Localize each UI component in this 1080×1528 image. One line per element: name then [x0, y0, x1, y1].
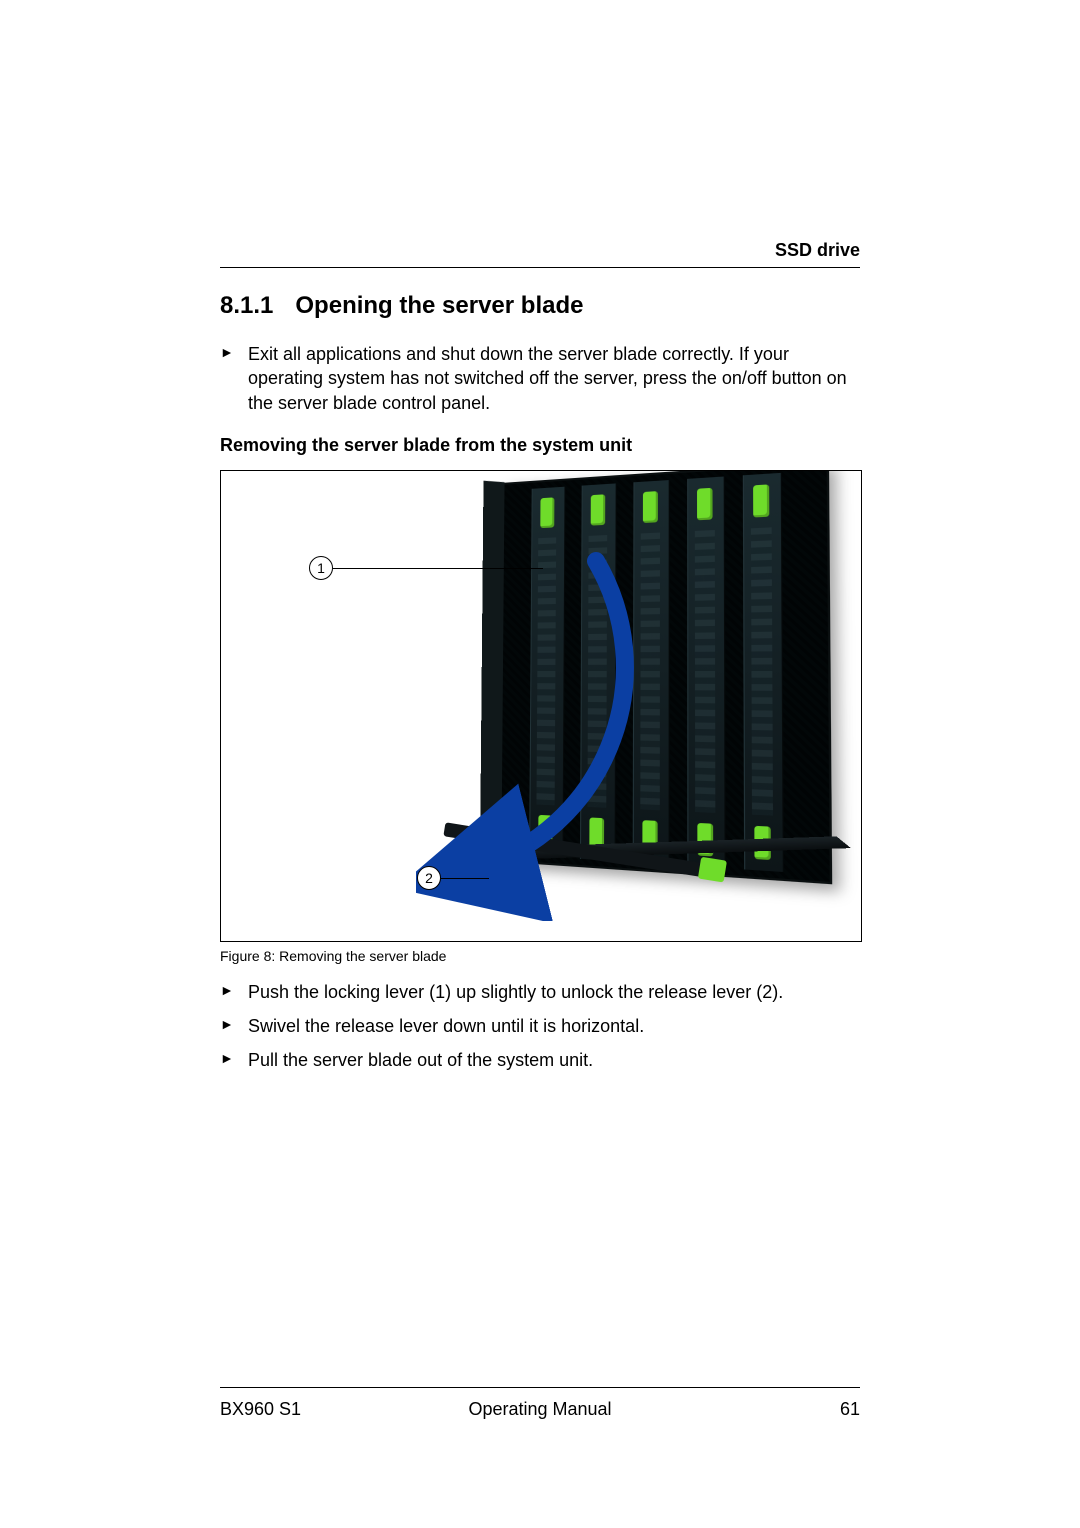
lever-latch	[698, 857, 727, 883]
subheading: Removing the server blade from the syste…	[220, 435, 860, 456]
footer-rule	[220, 1387, 860, 1388]
intro-steps: Exit all applications and shut down the …	[220, 342, 860, 415]
section-title: Opening the server blade	[295, 292, 583, 319]
callout-2: 2	[417, 866, 441, 890]
header-rule	[220, 267, 860, 268]
blade-slot	[743, 473, 784, 872]
callout-2-leader	[441, 878, 489, 880]
callout-1-leader	[333, 568, 543, 570]
blade-slot	[633, 480, 670, 865]
chassis-illustration	[499, 470, 832, 884]
blade-slot	[580, 483, 617, 861]
running-head: SSD drive	[220, 240, 860, 261]
page: SSD drive 8.1.1Opening the server blade …	[0, 0, 1080, 1528]
page-footer: BX960 S1 Operating Manual 61	[220, 1399, 860, 1420]
step-item: Pull the server blade out of the system …	[220, 1048, 860, 1072]
blade-slot	[687, 476, 726, 868]
step-item: Push the locking lever (1) up slightly t…	[220, 980, 860, 1004]
footer-center: Operating Manual	[220, 1399, 860, 1420]
section-heading: 8.1.1 Opening the server blade	[220, 292, 860, 320]
section-number: 8.1.1	[220, 292, 273, 320]
step-item: Exit all applications and shut down the …	[220, 342, 860, 415]
page-header: SSD drive	[220, 240, 860, 268]
blade-slot	[529, 487, 565, 858]
figure-caption: Figure 8: Removing the server blade	[220, 948, 860, 964]
callout-1: 1	[309, 556, 333, 580]
figure: 1 2	[220, 470, 862, 942]
step-item: Swivel the release lever down until it i…	[220, 1014, 860, 1038]
after-steps: Push the locking lever (1) up slightly t…	[220, 980, 860, 1073]
